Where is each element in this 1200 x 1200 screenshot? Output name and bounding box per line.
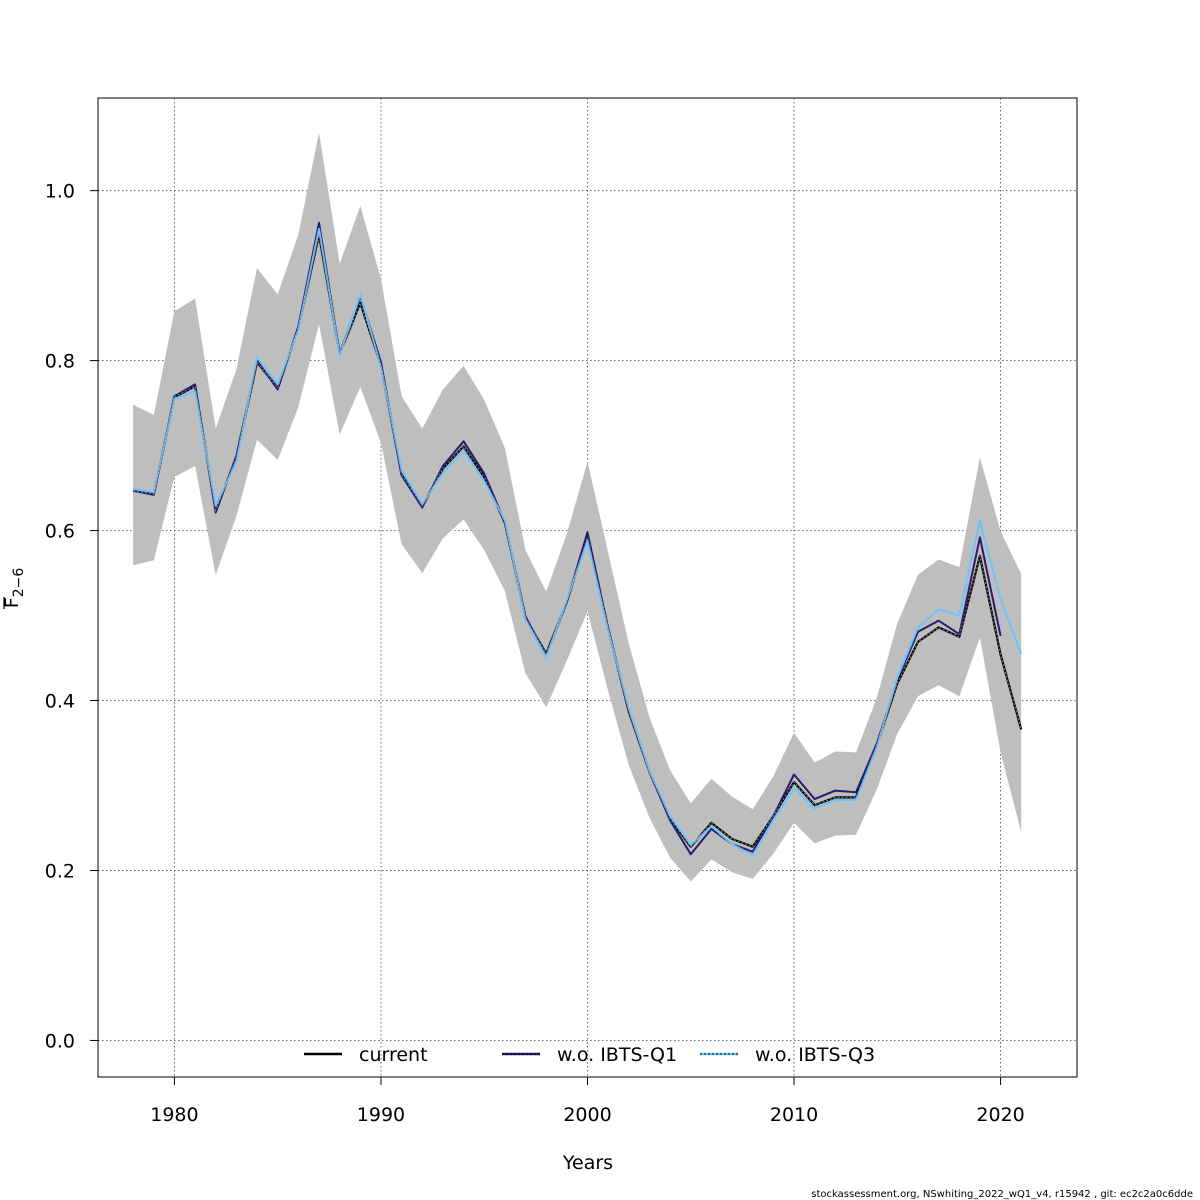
legend-item-wo-ibts-q1: w.o. IBTS-Q1 — [502, 1044, 677, 1066]
x-axis: 1980 1990 2000 2010 2020 — [150, 1077, 1025, 1126]
y-axis: 0.0 0.2 0.4 0.6 0.8 1.0 — [45, 181, 98, 1052]
x-tick-label: 1980 — [150, 1104, 198, 1126]
x-tick-label: 2010 — [770, 1104, 818, 1126]
y-tick-label: 0.6 — [45, 521, 75, 543]
legend-item-wo-ibts-q3: w.o. IBTS-Q3 — [700, 1044, 875, 1066]
legend-label-wo-ibts-q3: w.o. IBTS-Q3 — [755, 1044, 875, 1066]
y-tick-label: 1.0 — [45, 181, 75, 203]
confidence-band-group — [133, 132, 1022, 882]
y-tick-label: 0.4 — [45, 691, 75, 713]
y-axis-title-subscript: 2−6 — [11, 568, 27, 598]
y-axis-title: F2−6 — [1, 568, 27, 609]
x-tick-label: 2020 — [976, 1104, 1024, 1126]
footer-credit: stockassessment.org, NSwhiting_2022_wQ1_… — [811, 1189, 1193, 1200]
x-tick-label: 1990 — [357, 1104, 405, 1126]
legend: current w.o. IBTS-Q1 w.o. IBTS-Q3 — [304, 1044, 875, 1066]
series-line-current-dash — [133, 234, 1022, 848]
y-axis-title-main: F — [1, 597, 23, 608]
y-tick-label: 0.8 — [45, 351, 75, 373]
series-lines-group — [132, 221, 1023, 857]
legend-item-current: current — [304, 1044, 428, 1066]
y-tick-label: 0.2 — [45, 860, 75, 882]
y-tick-label: 0.0 — [45, 1030, 75, 1052]
confidence-band — [133, 132, 1022, 882]
x-tick-label: 2000 — [563, 1104, 611, 1126]
legend-label-current: current — [359, 1044, 428, 1066]
x-axis-title: Years — [562, 1152, 613, 1174]
svg-text:F2−6: F2−6 — [1, 568, 27, 609]
legend-label-wo-ibts-q1: w.o. IBTS-Q1 — [557, 1044, 677, 1066]
